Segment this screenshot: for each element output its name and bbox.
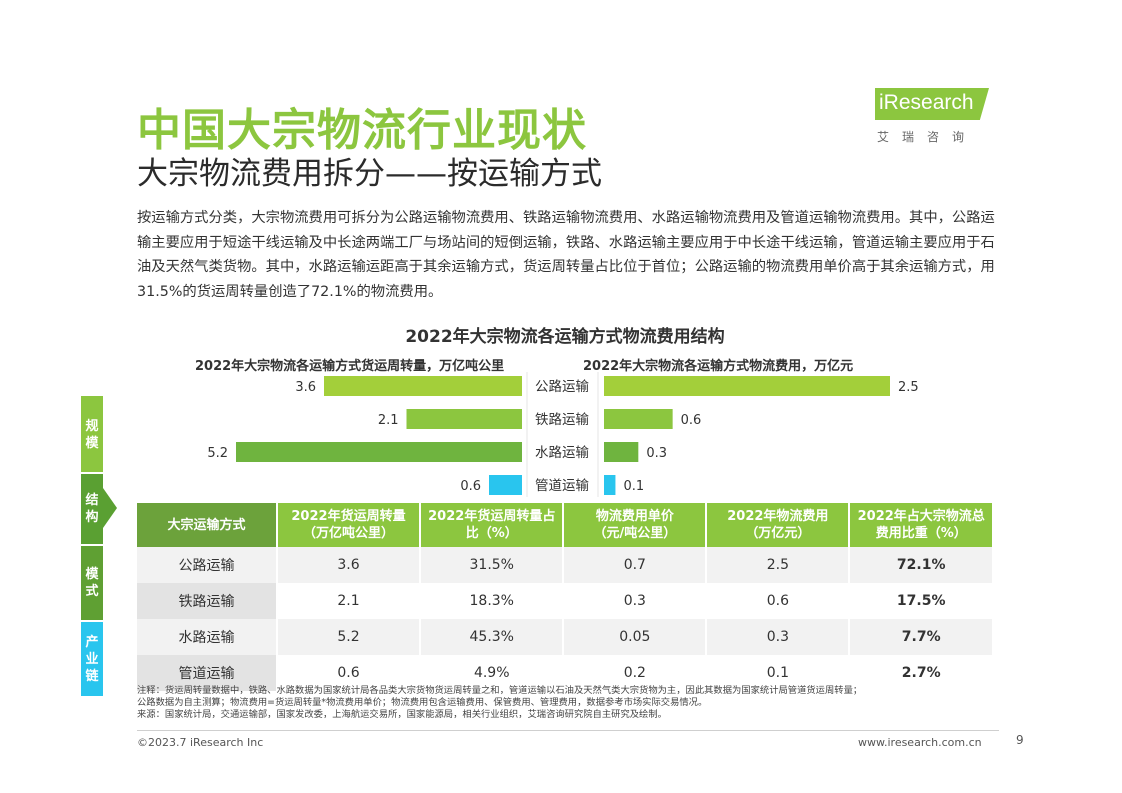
table-cell: 0.2 <box>562 655 707 691</box>
left-bar-1 <box>324 376 522 396</box>
table-cell: 45.3% <box>419 619 564 655</box>
table-header: 大宗运输方式 <box>137 503 277 547</box>
side-tab-scale[interactable]: 规模 <box>81 396 103 472</box>
right-bar-label-2: 0.6 <box>681 413 702 428</box>
table-cell: 铁路运输 <box>137 583 277 619</box>
side-tab-label: 结构 <box>85 493 99 525</box>
table-row: 铁路运输 2.1 18.3% 0.3 0.6 17.5% <box>137 583 992 619</box>
category-label-1: 公路运输 <box>535 379 589 395</box>
category-label-4: 管道运输 <box>535 478 589 494</box>
right-bar-label-1: 2.5 <box>898 380 919 395</box>
table-header: 2022年占大宗物流总 费用比重（%） <box>848 503 992 547</box>
table-cell: 72.1% <box>848 547 992 583</box>
side-tab-industry-chain[interactable]: 产业链 <box>81 622 103 696</box>
right-bar-1 <box>604 376 890 396</box>
table-cell: 0.6 <box>705 583 850 619</box>
table-row: 管道运输 0.6 4.9% 0.2 0.1 2.7% <box>137 655 992 691</box>
notes: 注释：货运周转量数据中，铁路、水路数据为国家统计局各品类大宗货物货运周转量之和，… <box>137 685 997 721</box>
table-row: 水路运输 5.2 45.3% 0.05 0.3 7.7% <box>137 619 992 655</box>
table-cell: 31.5% <box>419 547 564 583</box>
table-cell: 18.3% <box>419 583 564 619</box>
footer-divider <box>137 730 999 731</box>
left-bar-4 <box>489 475 522 495</box>
side-tab-model[interactable]: 模式 <box>81 546 103 620</box>
left-bar-3 <box>236 442 522 462</box>
logo-box <box>875 88 989 120</box>
table-cell: 5.2 <box>275 619 421 655</box>
table-cell: 水路运输 <box>137 619 277 655</box>
side-tab-label: 产业链 <box>85 635 99 684</box>
chart-title: 2022年大宗物流各运输方式物流费用结构 <box>405 327 725 347</box>
table-cell: 4.9% <box>419 655 564 691</box>
left-bar-label-1: 3.6 <box>295 380 316 395</box>
page-title: 中国大宗物流行业现状 <box>137 105 587 156</box>
right-bar-3 <box>604 442 639 462</box>
table-cell: 0.3 <box>705 619 850 655</box>
table-cell: 0.1 <box>705 655 850 691</box>
footer-website[interactable]: www.iresearch.com.cn <box>858 736 982 749</box>
table-cell: 2.7% <box>848 655 992 691</box>
note-line: 公路数据为自主测算；物流费用=货运周转量*物流费用单价；物流费用包含运输费用、保… <box>137 697 708 708</box>
page-number: 9 <box>1016 733 1024 747</box>
footer-copyright: ©2023.7 iResearch Inc <box>137 736 264 749</box>
right-bar-label-4: 0.1 <box>623 479 644 494</box>
table-cell: 2.1 <box>275 583 421 619</box>
right-bar-label-3: 0.3 <box>646 446 667 461</box>
table-cell: 0.05 <box>562 619 707 655</box>
right-bar-2 <box>604 409 673 429</box>
left-panel-title: 2022年大宗物流各运输方式货运周转量，万亿吨公里 <box>195 359 505 374</box>
right-panel-title: 2022年大宗物流各运输方式物流费用，万亿元 <box>583 359 854 374</box>
table-header: 物流费用单价 （元/吨公里） <box>562 503 707 547</box>
table-cell: 0.3 <box>562 583 707 619</box>
table-cell: 管道运输 <box>137 655 277 691</box>
note-line: 注释：货运周转量数据中，铁路、水路数据为国家统计局各品类大宗货物货运周转量之和，… <box>137 685 863 696</box>
table-cell: 7.7% <box>848 619 992 655</box>
table-cell: 3.6 <box>275 547 421 583</box>
note-line: 来源：国家统计局，交通运输部，国家发改委，上海航运交易所，国家能源局，相关行业组… <box>137 709 667 720</box>
left-bar-label-2: 2.1 <box>378 413 399 428</box>
table-cell: 2.5 <box>705 547 850 583</box>
table-header-row: 大宗运输方式 2022年货运周转量 （万亿吨公里） 2022年货运周转量占 比（%）… <box>137 503 992 547</box>
table-header: 2022年货运周转量 （万亿吨公里） <box>275 503 421 547</box>
table-cell: 0.7 <box>562 547 707 583</box>
iresearch-logo: iResearch 艾瑞咨询 <box>875 88 995 146</box>
page-subtitle: 大宗物流费用拆分——按运输方式 <box>137 156 602 192</box>
category-label-2: 铁路运输 <box>535 412 589 428</box>
logo-text: iResearch <box>879 91 974 114</box>
logo-subtext: 艾瑞咨询 <box>877 130 978 144</box>
table-header: 2022年物流费用 （万亿元） <box>705 503 850 547</box>
table-cell: 公路运输 <box>137 547 277 583</box>
side-tab-structure[interactable]: 结构 <box>81 474 103 544</box>
intro-paragraph: 按运输方式分类，大宗物流费用可拆分为公路运输物流费用、铁路运输物流费用、水路运输… <box>137 210 995 300</box>
data-table: 大宗运输方式 2022年货运周转量 （万亿吨公里） 2022年货运周转量占 比（%）… <box>137 503 992 691</box>
active-tab-arrow-icon <box>103 488 117 528</box>
table-cell: 17.5% <box>848 583 992 619</box>
left-bar-label-4: 0.6 <box>460 479 481 494</box>
table-row: 公路运输 3.6 31.5% 0.7 2.5 72.1% <box>137 547 992 583</box>
right-bar-4 <box>604 475 616 495</box>
table-header: 2022年货运周转量占 比（%） <box>419 503 564 547</box>
side-tab-label: 规模 <box>85 419 99 451</box>
left-bar-2 <box>406 409 522 429</box>
left-bar-label-3: 5.2 <box>207 446 228 461</box>
side-tab-label: 模式 <box>85 567 99 599</box>
category-label-3: 水路运输 <box>535 445 589 461</box>
table-cell: 0.6 <box>275 655 421 691</box>
